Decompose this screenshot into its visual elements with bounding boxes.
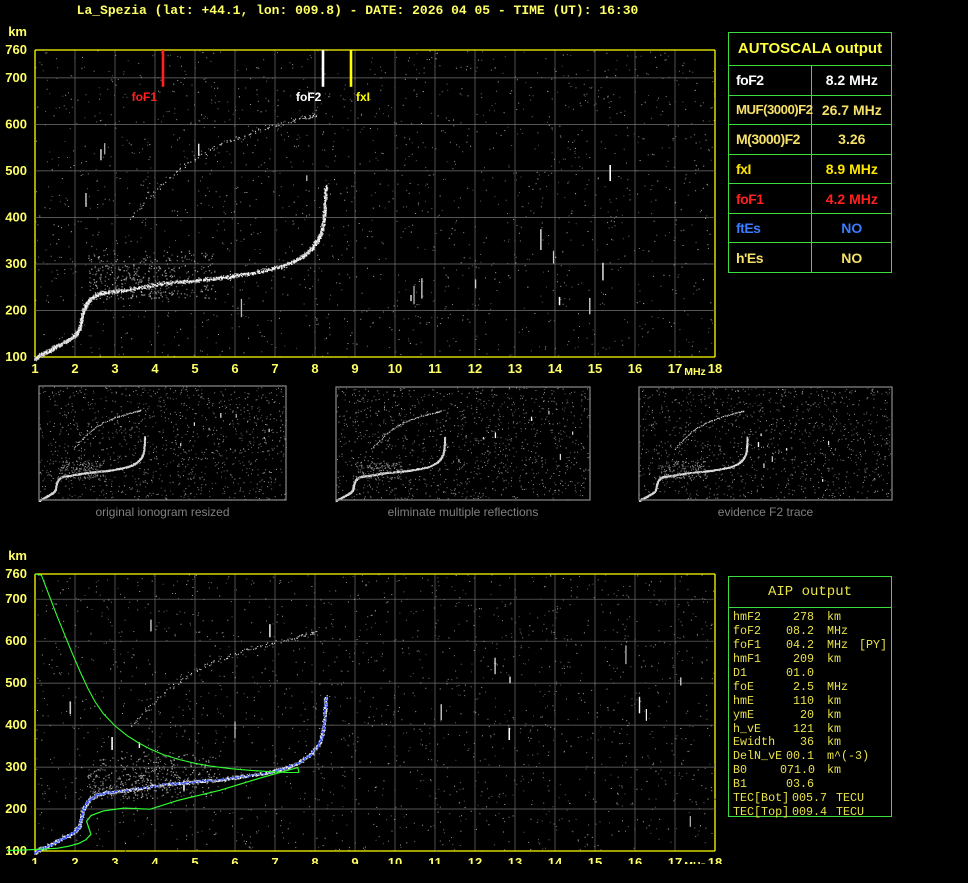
svg-text:evidence F2 trace: evidence F2 trace: [718, 505, 814, 519]
